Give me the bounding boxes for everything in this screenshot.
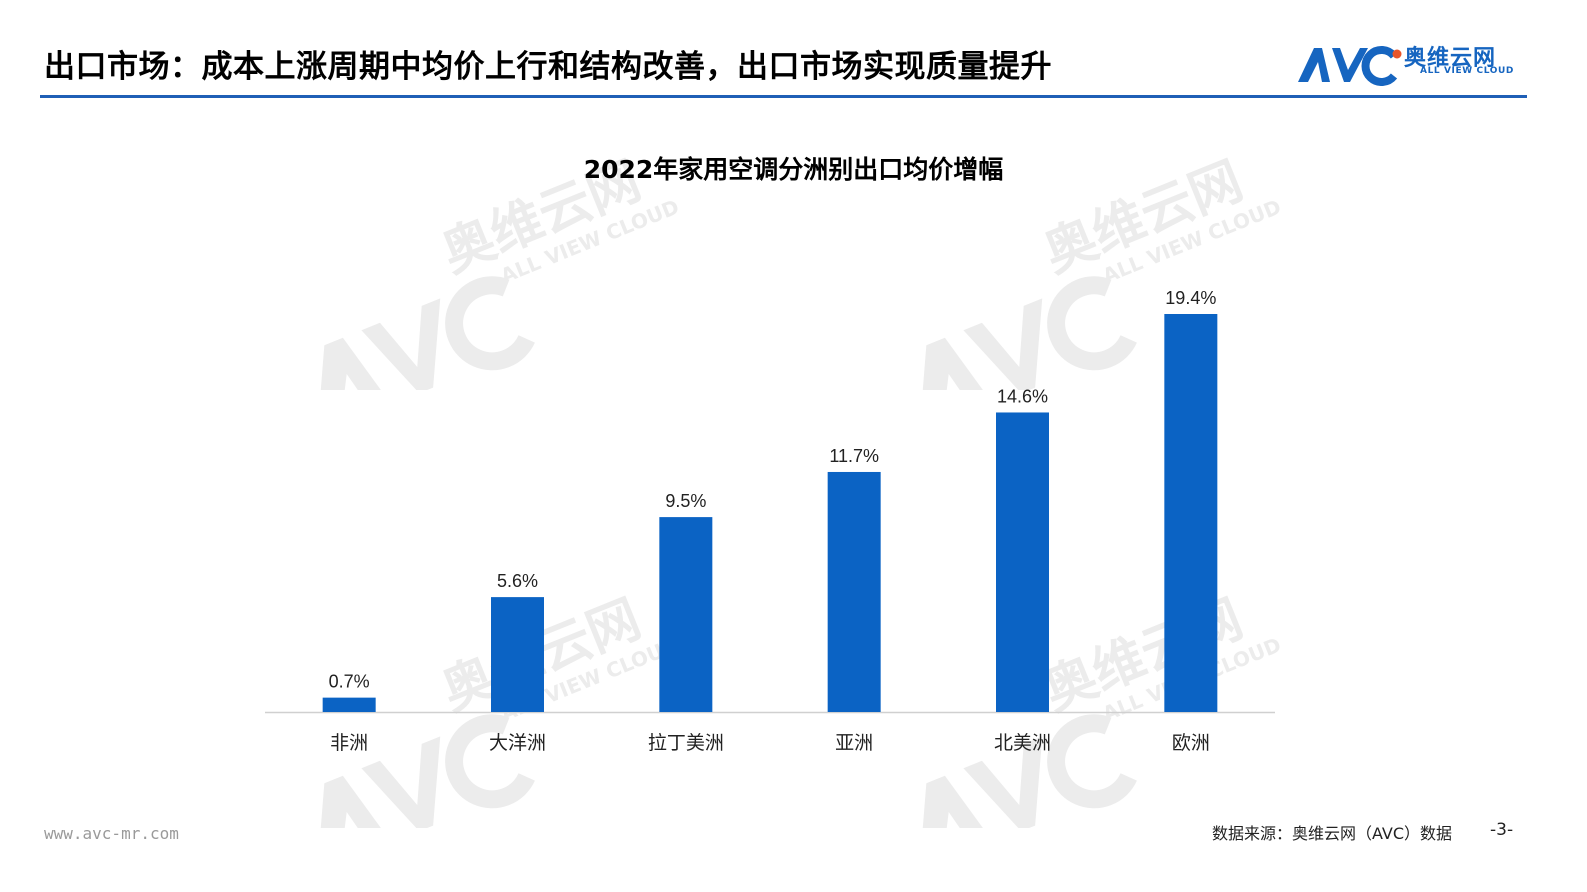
data-label: 11.7% [829,446,879,466]
bar [827,471,881,712]
x-tick-label: 欧洲 [1172,732,1210,754]
avc-logo: 奥维云网 ALL VIEW CLOUD [1296,40,1536,90]
x-tick-label: 拉丁美洲 [648,732,724,754]
x-tick-label: 非洲 [330,732,368,754]
bar [996,412,1049,712]
x-tick-label: 大洋洲 [489,732,546,754]
avc-logo-mark [1298,46,1402,86]
logo-brand-text: 奥维云网 [1404,46,1497,71]
bar [659,517,713,712]
data-label: 0.7% [329,672,370,692]
bar [491,597,544,712]
data-label: 5.6% [497,571,538,591]
data-label: 19.4% [1165,288,1216,308]
data-label: 14.6% [997,386,1048,406]
x-tick-label: 亚洲 [835,732,873,754]
data-label: 9.5% [665,491,706,511]
chart-title: 2022年家用空调分洲别出口均价增幅 [583,155,1004,184]
data-source: 数据来源：奥维云网（AVC）数据 [1212,824,1453,843]
footer-url: www.avc-mr.com [44,824,179,843]
bar [1164,314,1218,712]
x-tick-label: 北美洲 [994,732,1051,754]
page-title: 出口市场：成本上涨周期中均价上行和结构改善，出口市场实现质量提升 [44,49,1052,85]
logo-tagline: ALL VIEW CLOUD [1420,66,1514,76]
page-number: -3- [1490,820,1514,840]
bar [322,697,376,712]
header-divider [40,95,1527,98]
